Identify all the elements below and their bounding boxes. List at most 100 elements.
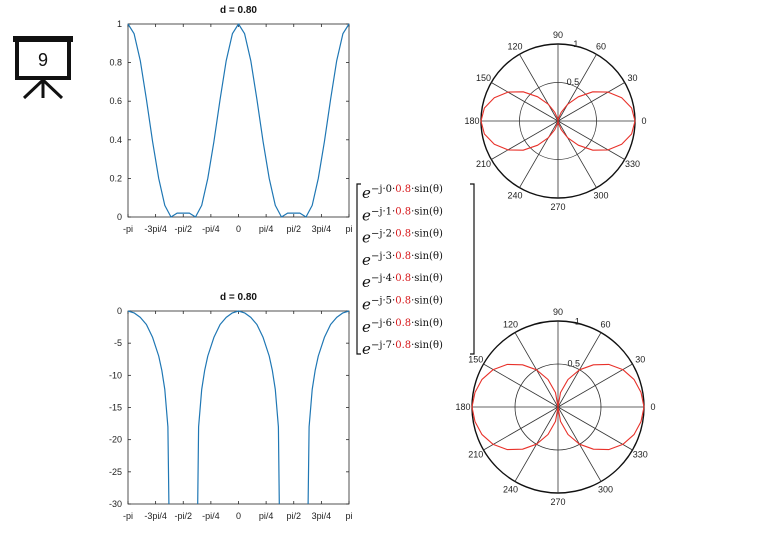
polar-spoke <box>519 54 559 122</box>
polar-angle-label: 90 <box>553 307 563 317</box>
polar-spoke <box>483 363 559 408</box>
y-tick-label: -15 <box>109 403 122 413</box>
y-tick-label: -30 <box>109 499 122 509</box>
polar-spoke <box>491 120 559 160</box>
chart-title: d = 0.80 <box>220 292 257 303</box>
polar-angle-label: 90 <box>553 30 563 40</box>
polar-angle-label: 270 <box>550 497 565 507</box>
polar-chart-1: 0 30 60 90 120 150 180 210 240 270 300 330 0.5 1 <box>464 30 646 212</box>
chart-title: d = 0.80 <box>220 5 257 16</box>
x-tick-label: pi <box>345 511 352 521</box>
right-bracket <box>470 183 475 355</box>
x-tick-label: 0 <box>236 224 241 234</box>
polar-spoke <box>491 82 559 122</box>
polar-angle-label: 180 <box>464 116 479 126</box>
formula-exponent: −j·6·0.8·sin(θ) <box>371 318 443 329</box>
polar-chart-2: 0 30 60 90 120 150 180 210 240 270 300 330 0.5 1 <box>455 307 655 507</box>
polar-angle-label: 150 <box>468 355 483 365</box>
x-tick-label: -pi <box>123 224 133 234</box>
y-tick-label: 0.6 <box>109 96 122 106</box>
x-tick-label: -3pi/4 <box>144 224 167 234</box>
y-tick-label: -20 <box>109 435 122 445</box>
polar-radius-label: 0.5 <box>567 77 580 87</box>
formula-base: e <box>362 184 371 202</box>
formula-base: e <box>362 206 371 224</box>
formula-base: e <box>362 318 371 336</box>
x-tick-label: -3pi/4 <box>144 511 167 521</box>
y-tick-label: 0 <box>117 212 122 222</box>
polar-radius-label: 0.5 <box>567 359 580 369</box>
polar-spoke <box>557 363 633 408</box>
polar-radius-label: 1 <box>575 316 580 326</box>
plot-frame <box>127 23 350 218</box>
polar-angle-label: 120 <box>507 42 522 52</box>
polar-angle-label: 240 <box>507 190 522 200</box>
line-chart-1: d = 0.80 -pi -3pi/4 -pi/2 -pi/4 0 pi/4 pi/2 3pi/… <box>109 5 352 234</box>
polar-spoke <box>557 120 597 188</box>
formula-exponent: −j·1·0.8·sin(θ) <box>371 206 443 217</box>
polar-angle-label: 270 <box>550 202 565 212</box>
formula-base: e <box>362 296 371 314</box>
steering-vector-formula: e −j·0·0.8·sin(θ)e −j·1·0.8·sin(θ)e −j·2·0.… <box>356 183 475 358</box>
polar-spoke <box>557 54 597 122</box>
formula-exponent: −j·2·0.8·sin(θ) <box>371 229 443 240</box>
x-tick-label: pi/2 <box>286 511 301 521</box>
x-tick-label: pi <box>345 224 352 234</box>
x-tick-label: pi/4 <box>259 511 274 521</box>
data-line <box>307 310 350 505</box>
formula-exponent: −j·4·0.8·sin(θ) <box>371 273 443 284</box>
x-tick-label: -pi/2 <box>174 511 192 521</box>
formula-base: e <box>362 273 371 291</box>
x-tick-label: 0 <box>236 511 241 521</box>
polar-pattern-line <box>471 363 645 451</box>
polar-angle-label: 30 <box>627 73 637 83</box>
formula-exponent: −j·0·0.8·sin(θ) <box>371 184 443 195</box>
x-tick-label: 3pi/4 <box>312 224 332 234</box>
y-tick-label: 0.2 <box>109 173 122 183</box>
polar-spoke <box>519 120 559 188</box>
formula-base: e <box>362 251 371 269</box>
polar-spoke <box>557 406 633 451</box>
polar-angle-label: 210 <box>476 159 491 169</box>
polar-angle-label: 330 <box>625 159 640 169</box>
data-line <box>197 310 280 505</box>
polar-pattern-line <box>480 91 636 151</box>
plot-frame <box>127 310 350 505</box>
polar-spoke <box>483 406 559 451</box>
x-tick-label: -pi <box>123 511 133 521</box>
polar-angle-label: 60 <box>600 320 610 330</box>
y-tick-label: -25 <box>109 467 122 477</box>
polar-radius-label: 1 <box>573 39 578 49</box>
formula-base: e <box>362 229 371 247</box>
polar-angle-label: 120 <box>503 320 518 330</box>
left-bracket <box>356 183 361 355</box>
polar-angle-label: 150 <box>476 73 491 83</box>
x-tick-label: -pi/4 <box>202 224 220 234</box>
y-tick-label: 0.4 <box>109 135 122 145</box>
line-chart-2: d = 0.80 -pi -3pi/4 -pi/2 -pi/4 0 pi/4 pi/2 3pi/… <box>109 292 353 521</box>
x-tick-label: pi/2 <box>286 224 301 234</box>
x-tick-label: -pi/4 <box>202 511 220 521</box>
polar-angle-label: 60 <box>596 42 606 52</box>
formula-exponent: −j·5·0.8·sin(θ) <box>371 296 443 307</box>
formula-base: e <box>362 340 371 358</box>
polar-angle-label: 30 <box>635 355 645 365</box>
x-tick-label: pi/4 <box>259 224 274 234</box>
y-tick-label: -5 <box>114 338 122 348</box>
polar-angle-label: 330 <box>633 450 648 460</box>
presentation-board-icon: 9 <box>13 36 73 100</box>
y-tick-label: 0.8 <box>109 58 122 68</box>
formula-exponent: −j·3·0.8·sin(θ) <box>371 251 443 262</box>
formula-exponent: −j·7·0.8·sin(θ) <box>371 340 443 351</box>
polar-spoke <box>557 120 625 160</box>
polar-angle-label: 0 <box>650 402 655 412</box>
slide-number: 9 <box>38 50 48 70</box>
x-tick-label: 3pi/4 <box>312 511 332 521</box>
data-line <box>127 23 350 218</box>
x-tick-label: -pi/2 <box>174 224 192 234</box>
y-tick-label: 0 <box>117 306 122 316</box>
y-tick-label: 1 <box>117 19 122 29</box>
y-tick-label: -10 <box>109 370 122 380</box>
